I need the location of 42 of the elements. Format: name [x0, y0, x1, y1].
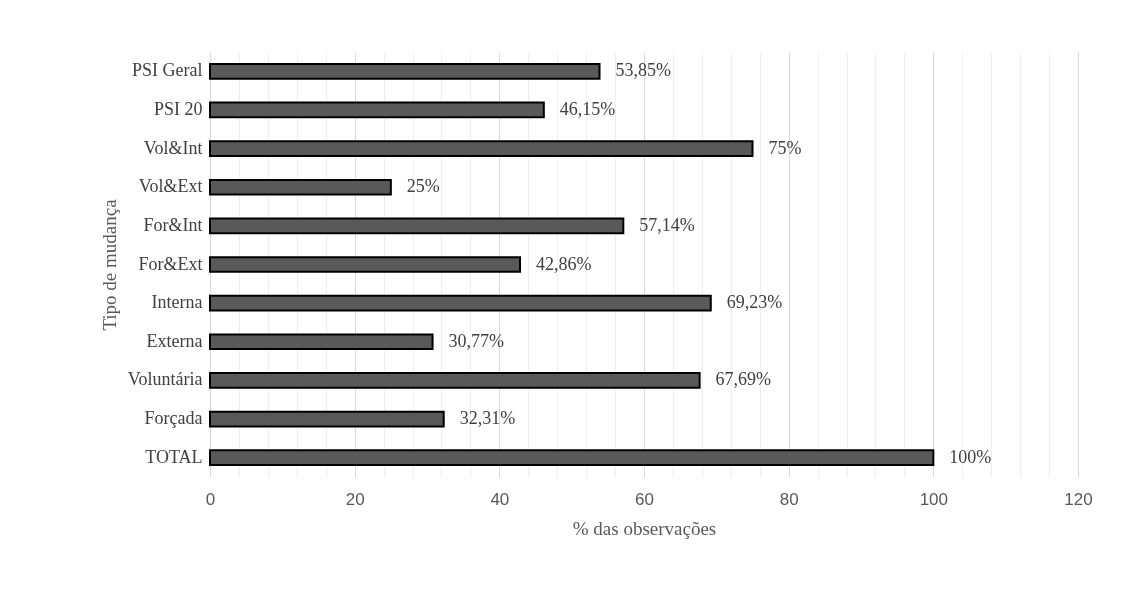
bar: [209, 410, 445, 428]
y-tick-label: Externa: [146, 330, 203, 351]
bar: [209, 294, 712, 312]
bar: [209, 333, 434, 351]
data-label: 25%: [406, 176, 440, 197]
x-tick-label: 40: [490, 489, 510, 509]
x-tick-label: 0: [205, 489, 216, 509]
data-label: 57,14%: [639, 214, 695, 235]
y-tick-label: TOTAL: [145, 446, 203, 467]
bar: [209, 372, 701, 389]
x-tick-label: 80: [779, 489, 799, 509]
y-tick-label: For&Int: [143, 214, 203, 235]
data-label: 53,85%: [615, 60, 672, 81]
bar: [209, 217, 625, 235]
data-label: 75%: [768, 137, 802, 158]
x-tick-label: 100: [919, 489, 949, 509]
bar: [209, 140, 754, 157]
data-label: 32,31%: [459, 408, 516, 429]
x-tick-label: 120: [1064, 489, 1093, 509]
x-tick-label: 60: [635, 489, 654, 509]
data-label: 46,15%: [559, 98, 616, 119]
data-label: 67,69%: [715, 369, 772, 390]
y-tick-label: PSI 20: [153, 98, 203, 119]
data-label: 69,23%: [726, 292, 783, 313]
bar: [209, 62, 601, 80]
bar: [209, 178, 392, 196]
y-tick-label: Vol&Ext: [138, 176, 203, 197]
data-label: 42,86%: [536, 253, 592, 274]
x-tick-label: 20: [345, 489, 365, 509]
y-tick-label: Interna: [151, 292, 203, 313]
data-label: 30,77%: [448, 330, 505, 351]
y-axis-title: Tipo de mudança: [98, 198, 120, 331]
y-tick-label: For&Ext: [138, 253, 203, 274]
bar: [209, 256, 522, 273]
data-label: 100%: [949, 446, 992, 467]
y-tick-label: PSI Geral: [132, 60, 203, 81]
bar: [209, 101, 545, 119]
y-tick-label: Forçada: [144, 408, 203, 429]
y-tick-label: Vol&Int: [143, 137, 203, 158]
y-tick-label: Voluntária: [127, 369, 203, 390]
x-axis-title: % das observações: [572, 517, 717, 539]
bar: [209, 449, 935, 467]
